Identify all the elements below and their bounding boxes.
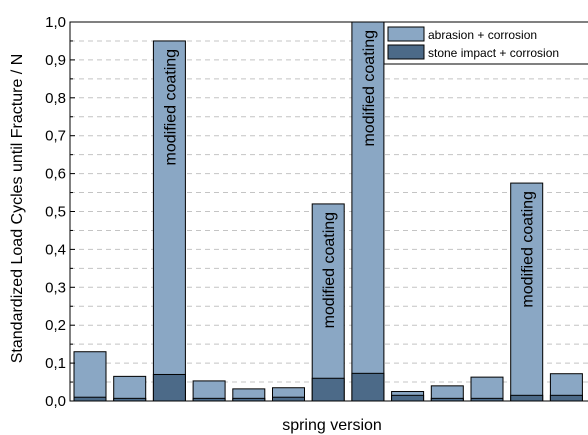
- bar-annotations: modified coating modified coating modified…: [162, 30, 536, 328]
- bar-stone-impact: [391, 394, 425, 402]
- annotation-modified-coating: modified coating: [321, 212, 338, 329]
- bar-abrasion: [73, 351, 107, 402]
- bar-abrasion: [152, 40, 186, 402]
- bar-stone-impact: [73, 396, 107, 402]
- y-tick-label: 0,6: [45, 166, 66, 183]
- bar-stone-impact: [272, 396, 305, 402]
- y-tick-label: 0,8: [45, 90, 66, 107]
- bar-abrasion: [470, 376, 504, 402]
- legend: abrasion + corrosion stone impact + corr…: [383, 21, 588, 65]
- y-tick-label: 0,0: [45, 393, 66, 410]
- annotation-modified-coating: modified coating: [361, 30, 378, 147]
- y-tick-label: 0,3: [45, 279, 66, 296]
- y-tick-label: 0,1: [45, 355, 66, 372]
- bar-stone-impact: [311, 377, 345, 402]
- annotation-modified-coating: modified coating: [162, 49, 179, 166]
- bar-stone-impact: [152, 373, 186, 402]
- y-tick-label: 0,5: [45, 204, 66, 221]
- y-tick-label: 1,0: [45, 14, 66, 31]
- y-tick-label: 0,2: [45, 317, 66, 334]
- bar-stone-impact: [510, 394, 544, 402]
- x-axis-title: spring version: [282, 417, 382, 434]
- y-tick-label: 0,7: [45, 128, 66, 145]
- y-tick-label: 0,9: [45, 52, 66, 69]
- y-axis-ticks: 0,0 0,1 0,2 0,3 0,4 0,5 0,6 0,7 0,8 0,9 1,0: [45, 14, 75, 410]
- y-axis-title: Standardized Load Cycles until Fracture …: [9, 54, 26, 363]
- legend-swatch-stone-impact: [387, 44, 425, 60]
- bar-stone-impact: [351, 372, 385, 402]
- legend-label-abrasion: abrasion + corrosion: [428, 28, 537, 42]
- bar-stone-impact: [549, 394, 583, 402]
- legend-label-stone-impact: stone impact + corrosion: [428, 46, 559, 60]
- y-tick-label: 0,4: [45, 241, 66, 258]
- legend-swatch-abrasion: [387, 26, 425, 42]
- bar-abrasion: [510, 182, 544, 402]
- annotation-modified-coating: modified coating: [520, 191, 537, 308]
- bar-abrasion: [113, 375, 147, 402]
